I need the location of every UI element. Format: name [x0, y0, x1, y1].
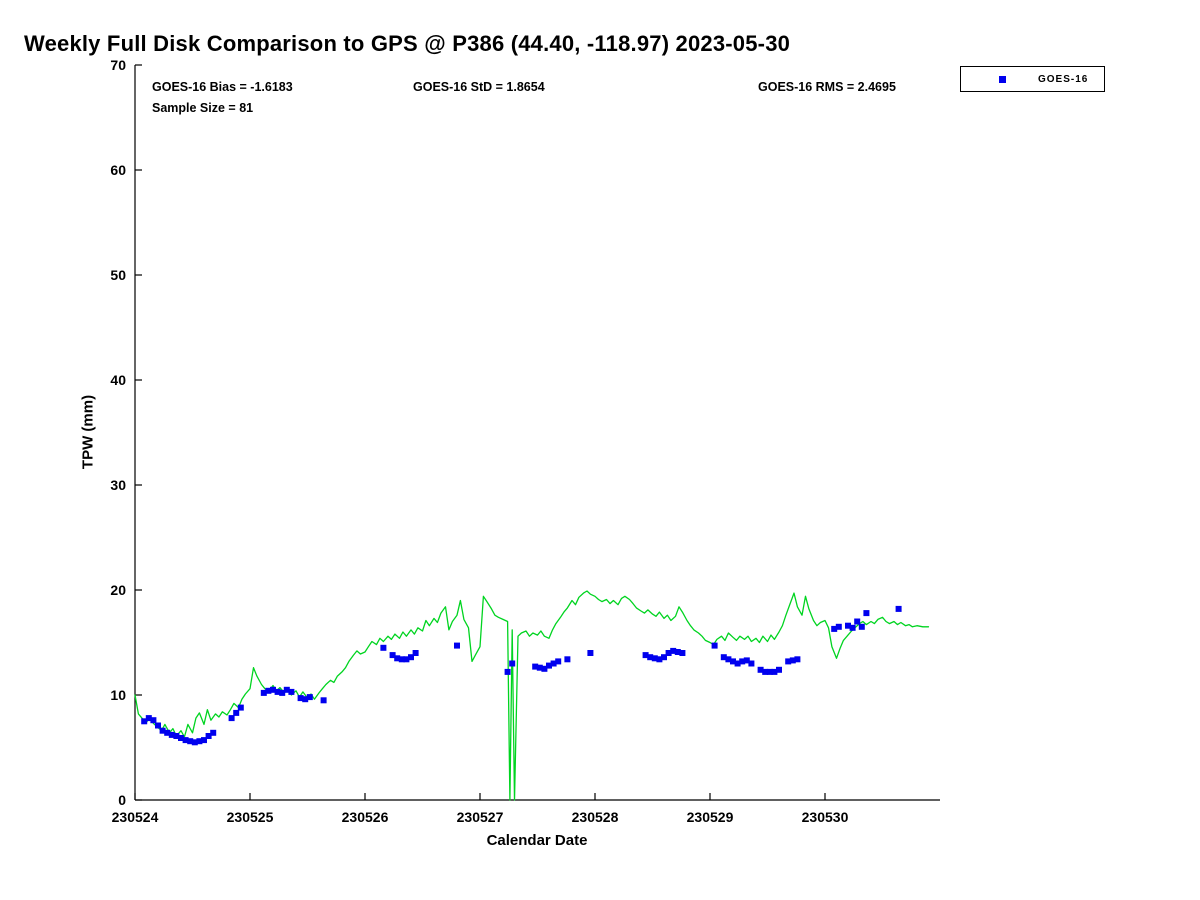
svg-text:30: 30	[110, 477, 126, 493]
svg-text:230530: 230530	[802, 809, 849, 825]
svg-text:40: 40	[110, 372, 126, 388]
svg-text:230527: 230527	[457, 809, 504, 825]
svg-text:10: 10	[110, 687, 126, 703]
svg-text:20: 20	[110, 582, 126, 598]
stat-sample-size: Sample Size = 81	[152, 101, 254, 115]
svg-text:0: 0	[118, 792, 126, 808]
legend-item-label: GOES-16	[1038, 73, 1089, 85]
svg-text:230529: 230529	[687, 809, 734, 825]
svg-text:230526: 230526	[342, 809, 389, 825]
svg-text:230524: 230524	[112, 809, 159, 825]
chart-title: Weekly Full Disk Comparison to GPS @ P38…	[24, 31, 791, 56]
stat-rms: GOES-16 RMS = 2.4695	[758, 80, 896, 94]
stat-bias: GOES-16 Bias = -1.6183	[152, 80, 293, 94]
svg-text:230525: 230525	[227, 809, 274, 825]
svg-text:230528: 230528	[572, 809, 619, 825]
svg-text:70: 70	[110, 57, 126, 73]
legend: GOES-16	[960, 66, 1105, 92]
x-axis-label: Calendar Date	[486, 832, 588, 849]
stat-std: GOES-16 StD = 1.8654	[413, 80, 545, 94]
svg-text:50: 50	[110, 267, 126, 283]
svg-text:60: 60	[110, 162, 126, 178]
legend-square-marker-icon	[999, 75, 1006, 83]
